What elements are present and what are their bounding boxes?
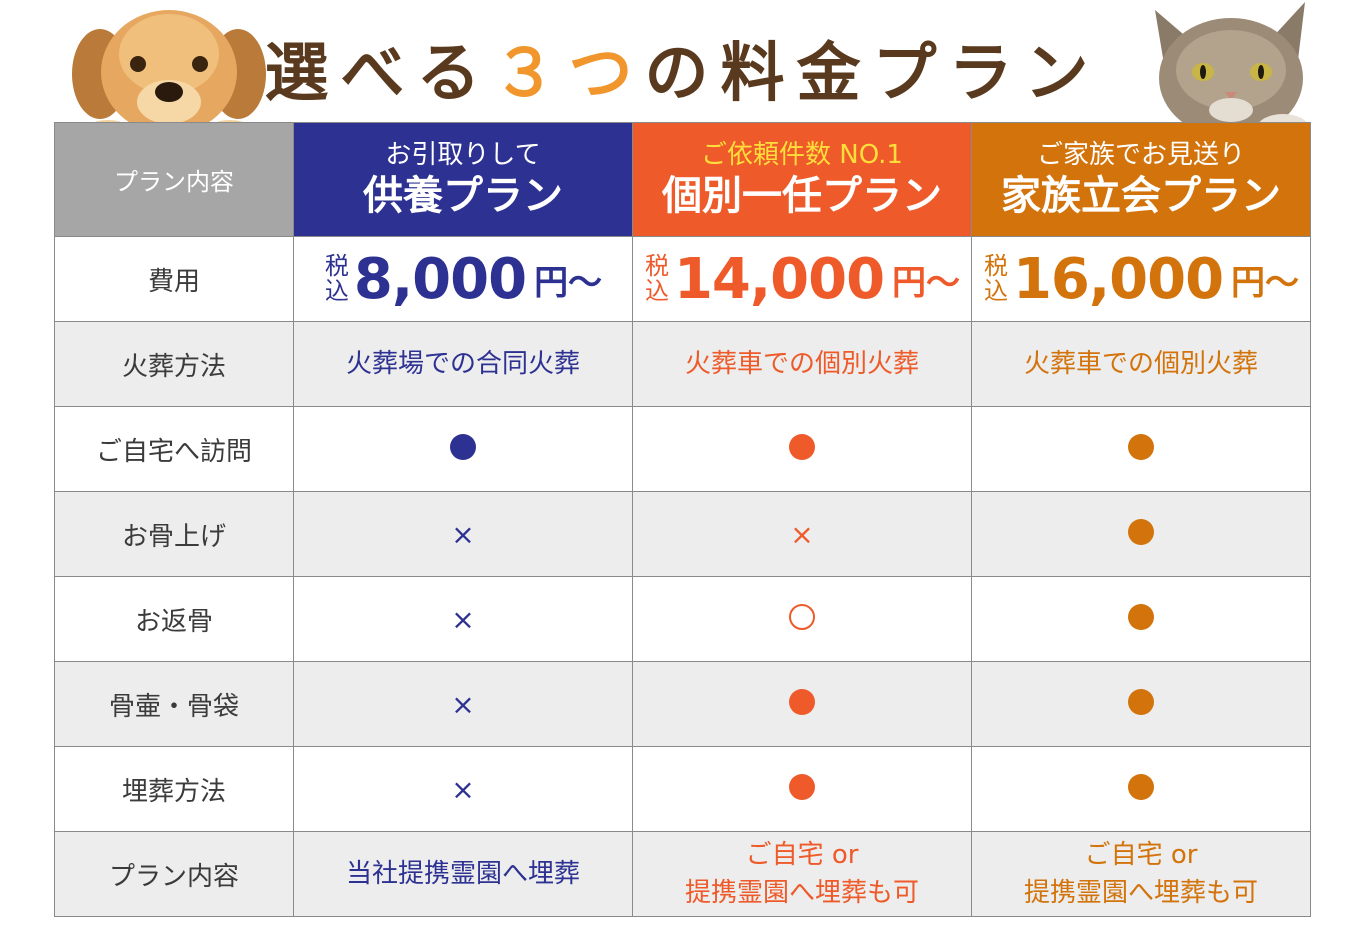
filled-circle-icon (1128, 434, 1154, 460)
price-unit: 円～ (534, 262, 603, 303)
plan-name: 家族立会プラン (1001, 172, 1281, 219)
plan-name: 供養プラン (363, 172, 563, 219)
table-row: 骨壷・骨袋 × (54, 661, 1311, 747)
filled-circle-icon (1128, 604, 1154, 630)
tax-char: 込 (644, 277, 669, 305)
price: 税込 8,000 円～ (324, 247, 602, 312)
cell-mark (971, 661, 1311, 747)
cell-mark (632, 746, 972, 832)
tax-char: 込 (324, 277, 349, 305)
tax-char: 込 (983, 277, 1008, 305)
title-before: 選べる (264, 37, 493, 111)
cell-text: ご自宅 or 提携霊園へ埋葬も可 (632, 831, 972, 917)
cell-mark (632, 661, 972, 747)
title-after: の料金プラン (644, 37, 1101, 111)
cell-mark (971, 491, 1311, 577)
row-label: 埋葬方法 (54, 746, 294, 832)
tax-char: 税 (324, 252, 349, 280)
table-row: ご自宅へ訪問 (54, 406, 1311, 492)
plan-header-kazoku: ご家族でお見送り 家族立会プラン (971, 122, 1311, 237)
cell-line: ご自宅 or (1084, 840, 1198, 870)
cell-line: 提携霊園へ埋葬も可 (684, 878, 919, 908)
cell-mark (293, 406, 633, 492)
price: 税込 16,000 円～ (983, 247, 1299, 312)
plan-sub: お引取りして (385, 139, 541, 170)
row-label: お返骨 (54, 576, 294, 662)
price-cell: 税込 16,000 円～ (971, 236, 1311, 322)
table-row: お返骨 × (54, 576, 1311, 662)
open-circle-icon (789, 604, 815, 630)
cell-line: ご自宅 or (745, 840, 859, 870)
table-header-row: プラン内容 お引取りして 供養プラン ご依頼件数 NO.1 個別一任プラン ご家… (54, 122, 1311, 237)
cell-text: 火葬車での個別火葬 (632, 321, 972, 407)
plan-comparison-table: プラン内容 お引取りして 供養プラン ご依頼件数 NO.1 個別一任プラン ご家… (54, 122, 1311, 917)
page-title: 選べる３つの料金プラン (0, 22, 1365, 114)
cell-mark (971, 406, 1311, 492)
row-label: ご自宅へ訪問 (54, 406, 294, 492)
table-row: プラン内容 当社提携霊園へ埋葬 ご自宅 or 提携霊園へ埋葬も可 ご自宅 or 提携… (54, 831, 1311, 917)
cell-line: 提携霊園へ埋葬も可 (1023, 878, 1258, 908)
cross-icon: × (293, 661, 633, 747)
tax-included-label: 税込 (983, 254, 1009, 304)
filled-circle-icon (1128, 774, 1154, 800)
cell-text: ご自宅 or 提携霊園へ埋葬も可 (971, 831, 1311, 917)
row-label: 費用 (54, 236, 294, 322)
plan-sub: ご家族でお見送り (1036, 139, 1245, 170)
cell-text: 火葬場での合同火葬 (293, 321, 633, 407)
filled-circle-icon (789, 689, 815, 715)
filled-circle-icon (1128, 689, 1154, 715)
plan-header-kuyou: お引取りして 供養プラン (293, 122, 633, 237)
price-cell: 税込 14,000 円～ (632, 236, 972, 322)
price-unit: 円～ (1231, 262, 1300, 303)
price: 税込 14,000 円～ (644, 247, 960, 312)
cross-icon: × (293, 491, 633, 577)
filled-circle-icon (789, 434, 815, 460)
title-accent: ３つ (492, 37, 645, 111)
row-label: お骨上げ (54, 491, 294, 577)
table-row: 埋葬方法 × (54, 746, 1311, 832)
cross-icon: × (293, 746, 633, 832)
cross-icon: × (632, 491, 972, 577)
price-amount: 14,000 (673, 246, 885, 312)
plan-name: 個別一任プラン (662, 172, 942, 219)
price-cell: 税込 8,000 円～ (293, 236, 633, 322)
row-label: 火葬方法 (54, 321, 294, 407)
cell-mark (971, 576, 1311, 662)
price-amount: 8,000 (353, 246, 527, 312)
cell-text: 火葬車での個別火葬 (971, 321, 1311, 407)
plan-header-kobetsu: ご依頼件数 NO.1 個別一任プラン (632, 122, 972, 237)
plan-sub: ご依頼件数 NO.1 (701, 139, 903, 170)
cat-icon (1155, 2, 1309, 142)
table-row: 火葬方法 火葬場での合同火葬 火葬車での個別火葬 火葬車での個別火葬 (54, 321, 1311, 407)
cell-text: 当社提携霊園へ埋葬 (293, 831, 633, 917)
price-unit: 円～ (892, 262, 961, 303)
filled-circle-icon (789, 774, 815, 800)
filled-circle-icon (1128, 519, 1154, 545)
table-row: お骨上げ × × (54, 491, 1311, 577)
tax-char: 税 (644, 252, 669, 280)
price-amount: 16,000 (1012, 246, 1224, 312)
tax-included-label: 税込 (644, 254, 670, 304)
cell-mark (971, 746, 1311, 832)
tax-included-label: 税込 (324, 254, 350, 304)
cross-icon: × (293, 576, 633, 662)
table-row: 費用 税込 8,000 円～ 税込 14,000 円～ 税込 16,000 円～ (54, 236, 1311, 322)
filled-circle-icon (450, 434, 476, 460)
cell-mark (632, 406, 972, 492)
row-label: 骨壷・骨袋 (54, 661, 294, 747)
header-label: プラン内容 (54, 122, 294, 237)
tax-char: 税 (983, 252, 1008, 280)
row-label: プラン内容 (54, 831, 294, 917)
cell-mark (632, 576, 972, 662)
